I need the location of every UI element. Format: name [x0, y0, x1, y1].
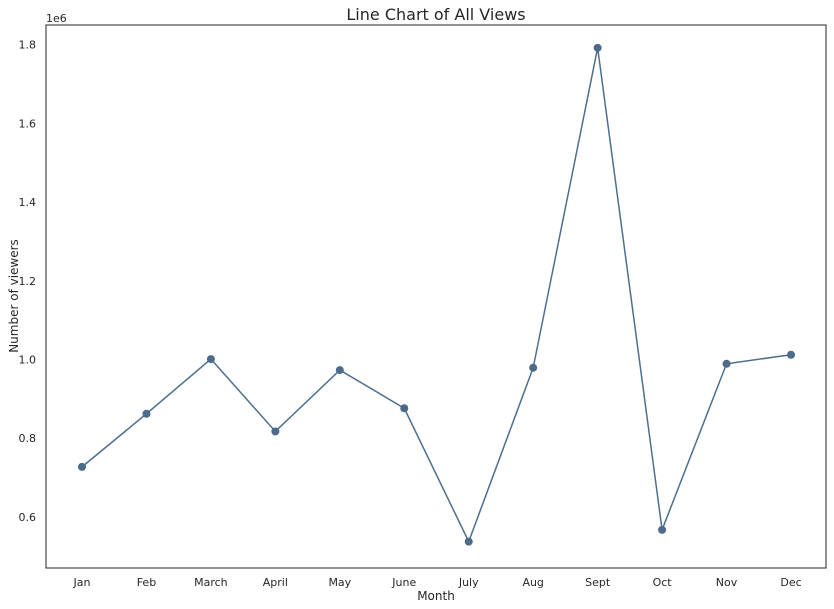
- data-point: [529, 363, 538, 372]
- y-tick-labels: 0.6 0.8 1.0 1.2 1.4 1.6 1.8: [19, 39, 37, 524]
- data-point: [593, 43, 602, 52]
- x-tick-label: Sept: [585, 576, 611, 589]
- data-point: [400, 404, 409, 413]
- x-tick-label: July: [458, 576, 479, 589]
- x-tick-label: May: [328, 576, 351, 589]
- data-point: [142, 409, 151, 418]
- y-tick-label: 1.2: [19, 275, 37, 288]
- x-axis-label: Month: [417, 589, 455, 603]
- y-axis-label: Number of viewers: [7, 239, 21, 353]
- y-tick-label: 1.8: [19, 39, 37, 52]
- y-tick-label: 0.6: [19, 511, 37, 524]
- plot-frame: [45, 24, 827, 569]
- x-tick-label: Aug: [522, 576, 543, 589]
- x-tick-label: April: [263, 576, 288, 589]
- y-tick-label: 1.6: [19, 117, 37, 130]
- data-point: [271, 427, 280, 436]
- series-layer: [78, 43, 795, 546]
- y-tick-label: 1.0: [19, 353, 37, 366]
- x-tick-label: Dec: [780, 576, 801, 589]
- x-tick-label: March: [194, 576, 228, 589]
- x-tick-label: Oct: [653, 576, 673, 589]
- y-tick-label: 1.4: [19, 196, 37, 209]
- y-tick-label: 0.8: [19, 432, 37, 445]
- data-point: [722, 359, 731, 368]
- x-tick-labels: Jan Feb March April May June July Aug Sept Oct Nov…: [73, 576, 802, 589]
- y-axis-offset-label: 1e6: [46, 12, 67, 25]
- data-point: [464, 537, 473, 546]
- data-point: [335, 366, 344, 375]
- x-tick-label: June: [391, 576, 416, 589]
- x-tick-label: Feb: [137, 576, 156, 589]
- data-point: [206, 355, 215, 364]
- x-tick-label: Nov: [716, 576, 738, 589]
- series-line: [81, 47, 792, 544]
- x-tick-label: Jan: [73, 576, 91, 589]
- chart-title: Line Chart of All Views: [346, 5, 525, 24]
- data-point: [787, 350, 795, 359]
- data-point: [658, 525, 667, 534]
- data-point: [78, 462, 86, 471]
